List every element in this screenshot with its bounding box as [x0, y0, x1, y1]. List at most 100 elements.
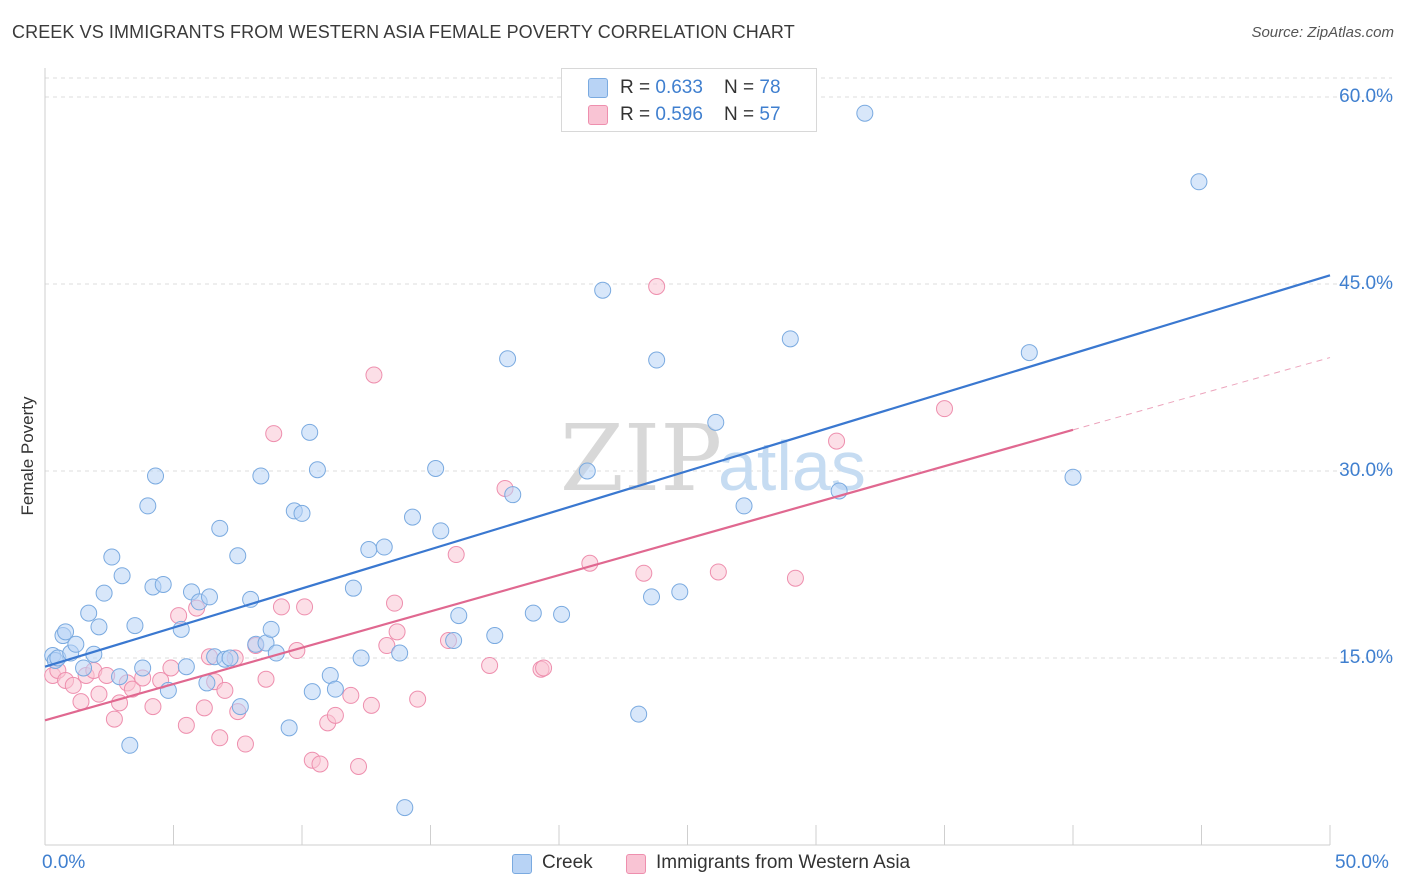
immigrants-point	[447, 546, 465, 564]
creek-point	[524, 604, 542, 622]
immigrants-point	[236, 735, 254, 753]
creek-trend-line	[44, 274, 1331, 668]
y-tick-label: 15.0%	[1339, 647, 1393, 668]
creek-point	[252, 467, 270, 485]
legend-r-value: 0.596	[655, 104, 703, 125]
creek-point	[360, 541, 378, 559]
immigrants-point	[326, 706, 344, 724]
legend-n-value: 78	[759, 77, 781, 98]
creek-point	[486, 627, 504, 645]
trend-lines	[44, 274, 1331, 722]
immigrants-point	[170, 607, 188, 625]
immigrants-trend-extension	[1072, 357, 1331, 431]
creek-point	[735, 497, 753, 515]
immigrants-point	[342, 686, 360, 704]
immigrants-point	[386, 594, 404, 612]
creek-point	[113, 567, 131, 585]
immigrants-point	[311, 755, 329, 773]
series-immigrants-points	[44, 277, 953, 775]
creek-point	[352, 649, 370, 667]
creek-point	[643, 588, 661, 606]
immigrants-point	[257, 670, 275, 688]
y-tick-label: 60.0%	[1339, 86, 1393, 107]
immigrants-point	[635, 564, 653, 582]
y-tick-label: 45.0%	[1339, 273, 1393, 294]
immigrants-point	[365, 366, 383, 384]
immigrants-point	[535, 659, 553, 677]
bottom-legend-creek-label: Creek	[542, 852, 593, 873]
creek-point	[198, 674, 216, 692]
axes	[44, 68, 1331, 846]
legend-box: R = 0.633 N = 78 R = 0.596 N = 57	[561, 68, 817, 132]
creek-point	[111, 668, 129, 686]
creek-point	[139, 497, 157, 515]
creek-point	[211, 519, 229, 537]
series-creek-points	[44, 104, 1208, 817]
creek-point	[154, 575, 172, 593]
creek-point	[671, 583, 689, 601]
creek-point	[344, 579, 362, 597]
creek-point	[229, 547, 247, 565]
x-tick-max: 50.0%	[1335, 852, 1389, 873]
creek-point	[126, 617, 144, 635]
creek-point	[445, 632, 463, 650]
creek-point	[147, 467, 165, 485]
immigrants-point	[162, 659, 180, 677]
immigrants-point	[362, 696, 380, 714]
immigrants-swatch	[626, 854, 646, 874]
creek-point	[1064, 468, 1082, 486]
immigrants-point	[123, 680, 141, 698]
creek-point	[95, 584, 113, 602]
legend-r-label: R =	[620, 104, 656, 125]
creek-point	[594, 281, 612, 299]
immigrants-point	[211, 729, 229, 747]
creek-point	[301, 423, 319, 441]
creek-point	[404, 508, 422, 526]
creek-swatch	[588, 78, 608, 98]
creek-point	[432, 522, 450, 540]
immigrants-point	[648, 277, 666, 295]
immigrants-point	[144, 698, 162, 716]
immigrants-point	[216, 681, 234, 699]
creek-point	[200, 588, 218, 606]
x-tick-min: 0.0%	[42, 852, 86, 873]
creek-point	[231, 698, 249, 716]
immigrants-point	[936, 400, 953, 418]
immigrants-point	[265, 425, 283, 443]
creek-point	[103, 548, 121, 566]
creek-point	[553, 605, 571, 623]
creek-point	[499, 350, 517, 368]
creek-point	[221, 649, 239, 667]
source-label: Source: ZipAtlas.com	[1251, 24, 1394, 41]
legend-n-label: N =	[724, 104, 760, 125]
immigrants-point	[786, 569, 804, 587]
creek-point	[648, 351, 666, 369]
creek-point	[80, 604, 98, 622]
creek-point	[308, 461, 326, 479]
bottom-legend-immigrants-label: Immigrants from Western Asia	[656, 852, 911, 873]
creek-point	[1020, 344, 1038, 362]
creek-point	[67, 635, 85, 653]
legend-n-label: N =	[724, 77, 760, 98]
creek-point	[396, 799, 414, 817]
immigrants-point	[90, 685, 108, 703]
creek-point	[391, 644, 409, 662]
creek-point	[90, 618, 108, 636]
creek-point	[781, 330, 799, 348]
chart-title: CREEK VS IMMIGRANTS FROM WESTERN ASIA FE…	[12, 22, 795, 42]
immigrants-point	[828, 432, 846, 450]
immigrants-point	[64, 676, 82, 694]
creek-point	[134, 659, 152, 677]
immigrants-point	[72, 693, 90, 711]
creek-point	[427, 460, 445, 478]
immigrants-point	[409, 690, 427, 708]
immigrants-point	[177, 716, 195, 734]
creek-point	[504, 486, 522, 504]
creek-point	[75, 659, 93, 677]
creek-point	[303, 683, 321, 701]
immigrants-point	[481, 656, 499, 674]
creek-point	[121, 736, 139, 754]
creek-point	[280, 719, 298, 737]
immigrants-point	[296, 598, 314, 616]
